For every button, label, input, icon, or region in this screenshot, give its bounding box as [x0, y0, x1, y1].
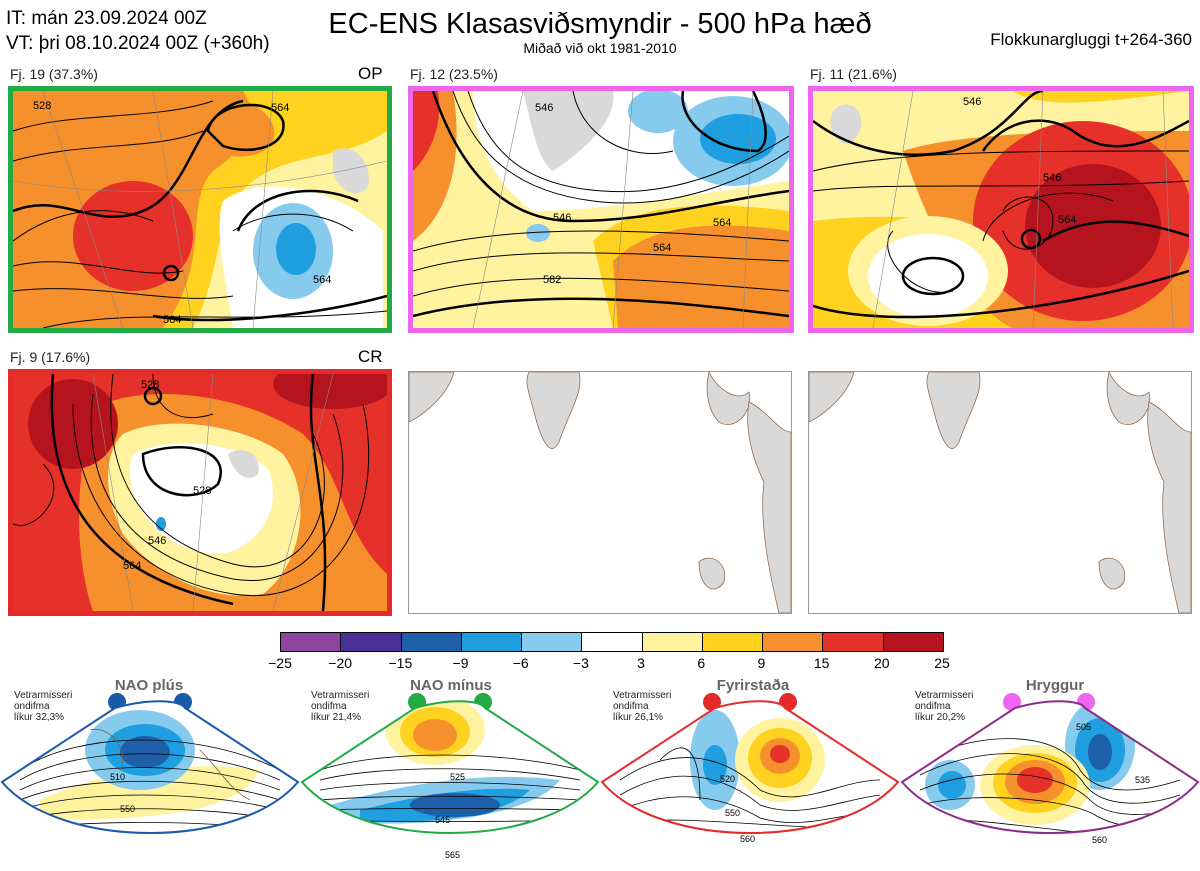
colorbar-segment	[701, 633, 763, 651]
cluster-tag: OP	[358, 64, 383, 83]
colorbar-segment	[521, 633, 582, 651]
contour-label: 520	[720, 774, 735, 784]
cluster-tag: CR	[358, 347, 383, 366]
empty-map-2	[808, 371, 1192, 614]
regime-title: NAO plús	[114, 677, 184, 694]
regime-note: Vetrarmisseri ondifma líkur 21,4%	[311, 690, 370, 723]
contour-label: 546	[148, 535, 166, 547]
colorbar-ticks: −25 −20 −15 −9 −6 −3 3 6 9 15 20 25	[260, 655, 962, 673]
anomaly-map: 546 564 546 564 582	[413, 91, 789, 328]
regime-note: Vetrarmisseri ondifma líkur 26,1%	[613, 690, 672, 723]
contour-label: 564	[653, 242, 671, 254]
anomaly-map: 528 528 546 564	[13, 374, 387, 611]
contour-label: 535	[1135, 775, 1150, 785]
colorbar-tick-label: −3	[572, 655, 589, 671]
land-map	[409, 372, 791, 613]
contour-label: 546	[535, 102, 553, 114]
cluster-label: Fj. 11 (21.6%)	[810, 66, 897, 82]
colorbar-segment	[581, 633, 642, 651]
cluster-map-3[interactable]: 546 546 564	[808, 86, 1194, 333]
colorbar-tick-label: 3	[637, 655, 645, 671]
colorbar	[280, 632, 944, 652]
anomaly-map: 528 564 564 564	[13, 91, 387, 328]
colorbar-segment	[822, 633, 883, 651]
valid-time: VT: þri 08.10.2024 00Z (+360h)	[6, 33, 270, 54]
colorbar-tick-label: −25	[268, 655, 292, 671]
cluster-map-4[interactable]: 528 528 546 564	[8, 369, 392, 616]
regime-title: Fyrirstaða	[716, 677, 790, 694]
regime-map-ridge[interactable]: 505 535 560	[900, 690, 1200, 871]
contour-label: 528	[193, 485, 211, 497]
cluster-label: Fj. 19 (37.3%)	[10, 66, 98, 82]
contour-label: 564	[163, 314, 181, 326]
initial-time: IT: mán 23.09.2024 00Z	[6, 8, 207, 29]
colorbar-segment	[762, 633, 823, 651]
contour-label: 545	[435, 815, 450, 825]
regime-title: Hryggur	[1025, 677, 1085, 694]
contour-label: 564	[1058, 214, 1076, 226]
regime-map-blocking[interactable]: 520 550 560	[600, 690, 900, 871]
contour-label: 565	[445, 850, 460, 860]
regime-note: Vetrarmisseri ondifma líkur 20,2%	[915, 690, 974, 723]
colorbar-tick-label: −15	[388, 655, 413, 671]
regime-note: Vetrarmisseri ondifma líkur 32,3%	[14, 690, 73, 723]
contour-label: 582	[543, 274, 561, 286]
land-map	[809, 372, 1191, 613]
colorbar-segment	[281, 633, 341, 651]
colorbar-segment	[641, 633, 702, 651]
colorbar-tick-label: −9	[452, 655, 469, 671]
colorbar-tick-label: −20	[328, 655, 353, 671]
colorbar-tick-label: 20	[874, 655, 890, 671]
contour-label: 560	[1092, 835, 1107, 845]
contour-label: 564	[123, 560, 141, 572]
cluster-map-2[interactable]: 546 564 546 564 582	[408, 86, 794, 333]
colorbar-segment	[882, 633, 943, 651]
contour-label: 510	[110, 772, 125, 782]
colorbar-tick-label: 9	[757, 655, 766, 671]
header-info: IT: mán 23.09.2024 00Z VT: þri 08.10.202…	[6, 6, 270, 56]
contour-label: 528	[141, 379, 159, 391]
page-title: EC-ENS Klasasviðsmyndir - 500 hPa hæð	[328, 8, 872, 40]
anomaly-map: 546 546 564	[813, 91, 1189, 328]
regime-map-nao-minus[interactable]: 525 545 565	[300, 690, 600, 871]
colorbar-tick-label: 6	[697, 655, 706, 671]
contour-label: 564	[271, 102, 289, 114]
window-label: Flokkunargluggi t+264-360	[990, 30, 1192, 49]
contour-label: 528	[33, 100, 51, 112]
cluster-label: Fj. 12 (23.5%)	[410, 66, 498, 82]
contour-label: 546	[553, 212, 571, 224]
colorbar-tick-label: 25	[934, 655, 950, 671]
contour-label: 505	[1076, 722, 1091, 732]
regime-map-nao-plus[interactable]: 510 550	[0, 690, 300, 871]
contour-label: 564	[313, 274, 331, 286]
empty-map-1	[408, 371, 792, 614]
contour-label: 550	[725, 808, 740, 818]
colorbar-segment	[340, 633, 401, 651]
colorbar-tick-label: 15	[813, 655, 830, 671]
contour-label: 564	[713, 217, 731, 229]
cluster-map-1[interactable]: 528 564 564 564	[8, 86, 392, 333]
contour-label: 560	[740, 834, 755, 844]
cluster-label: Fj. 9 (17.6%)	[10, 349, 91, 365]
colorbar-segment	[460, 633, 522, 651]
page-subtitle: Miðað við okt 1981-2010	[523, 40, 677, 56]
colorbar-tick-label: −6	[512, 655, 529, 671]
regime-marker	[703, 693, 721, 711]
contour-label: 546	[1043, 172, 1061, 184]
colorbar-segment	[400, 633, 461, 651]
contour-label: 550	[120, 804, 135, 814]
regime-title: NAO mínus	[410, 677, 492, 694]
regime-marker	[1003, 693, 1021, 711]
contour-label: 525	[450, 772, 465, 782]
contour-label: 546	[963, 96, 981, 108]
